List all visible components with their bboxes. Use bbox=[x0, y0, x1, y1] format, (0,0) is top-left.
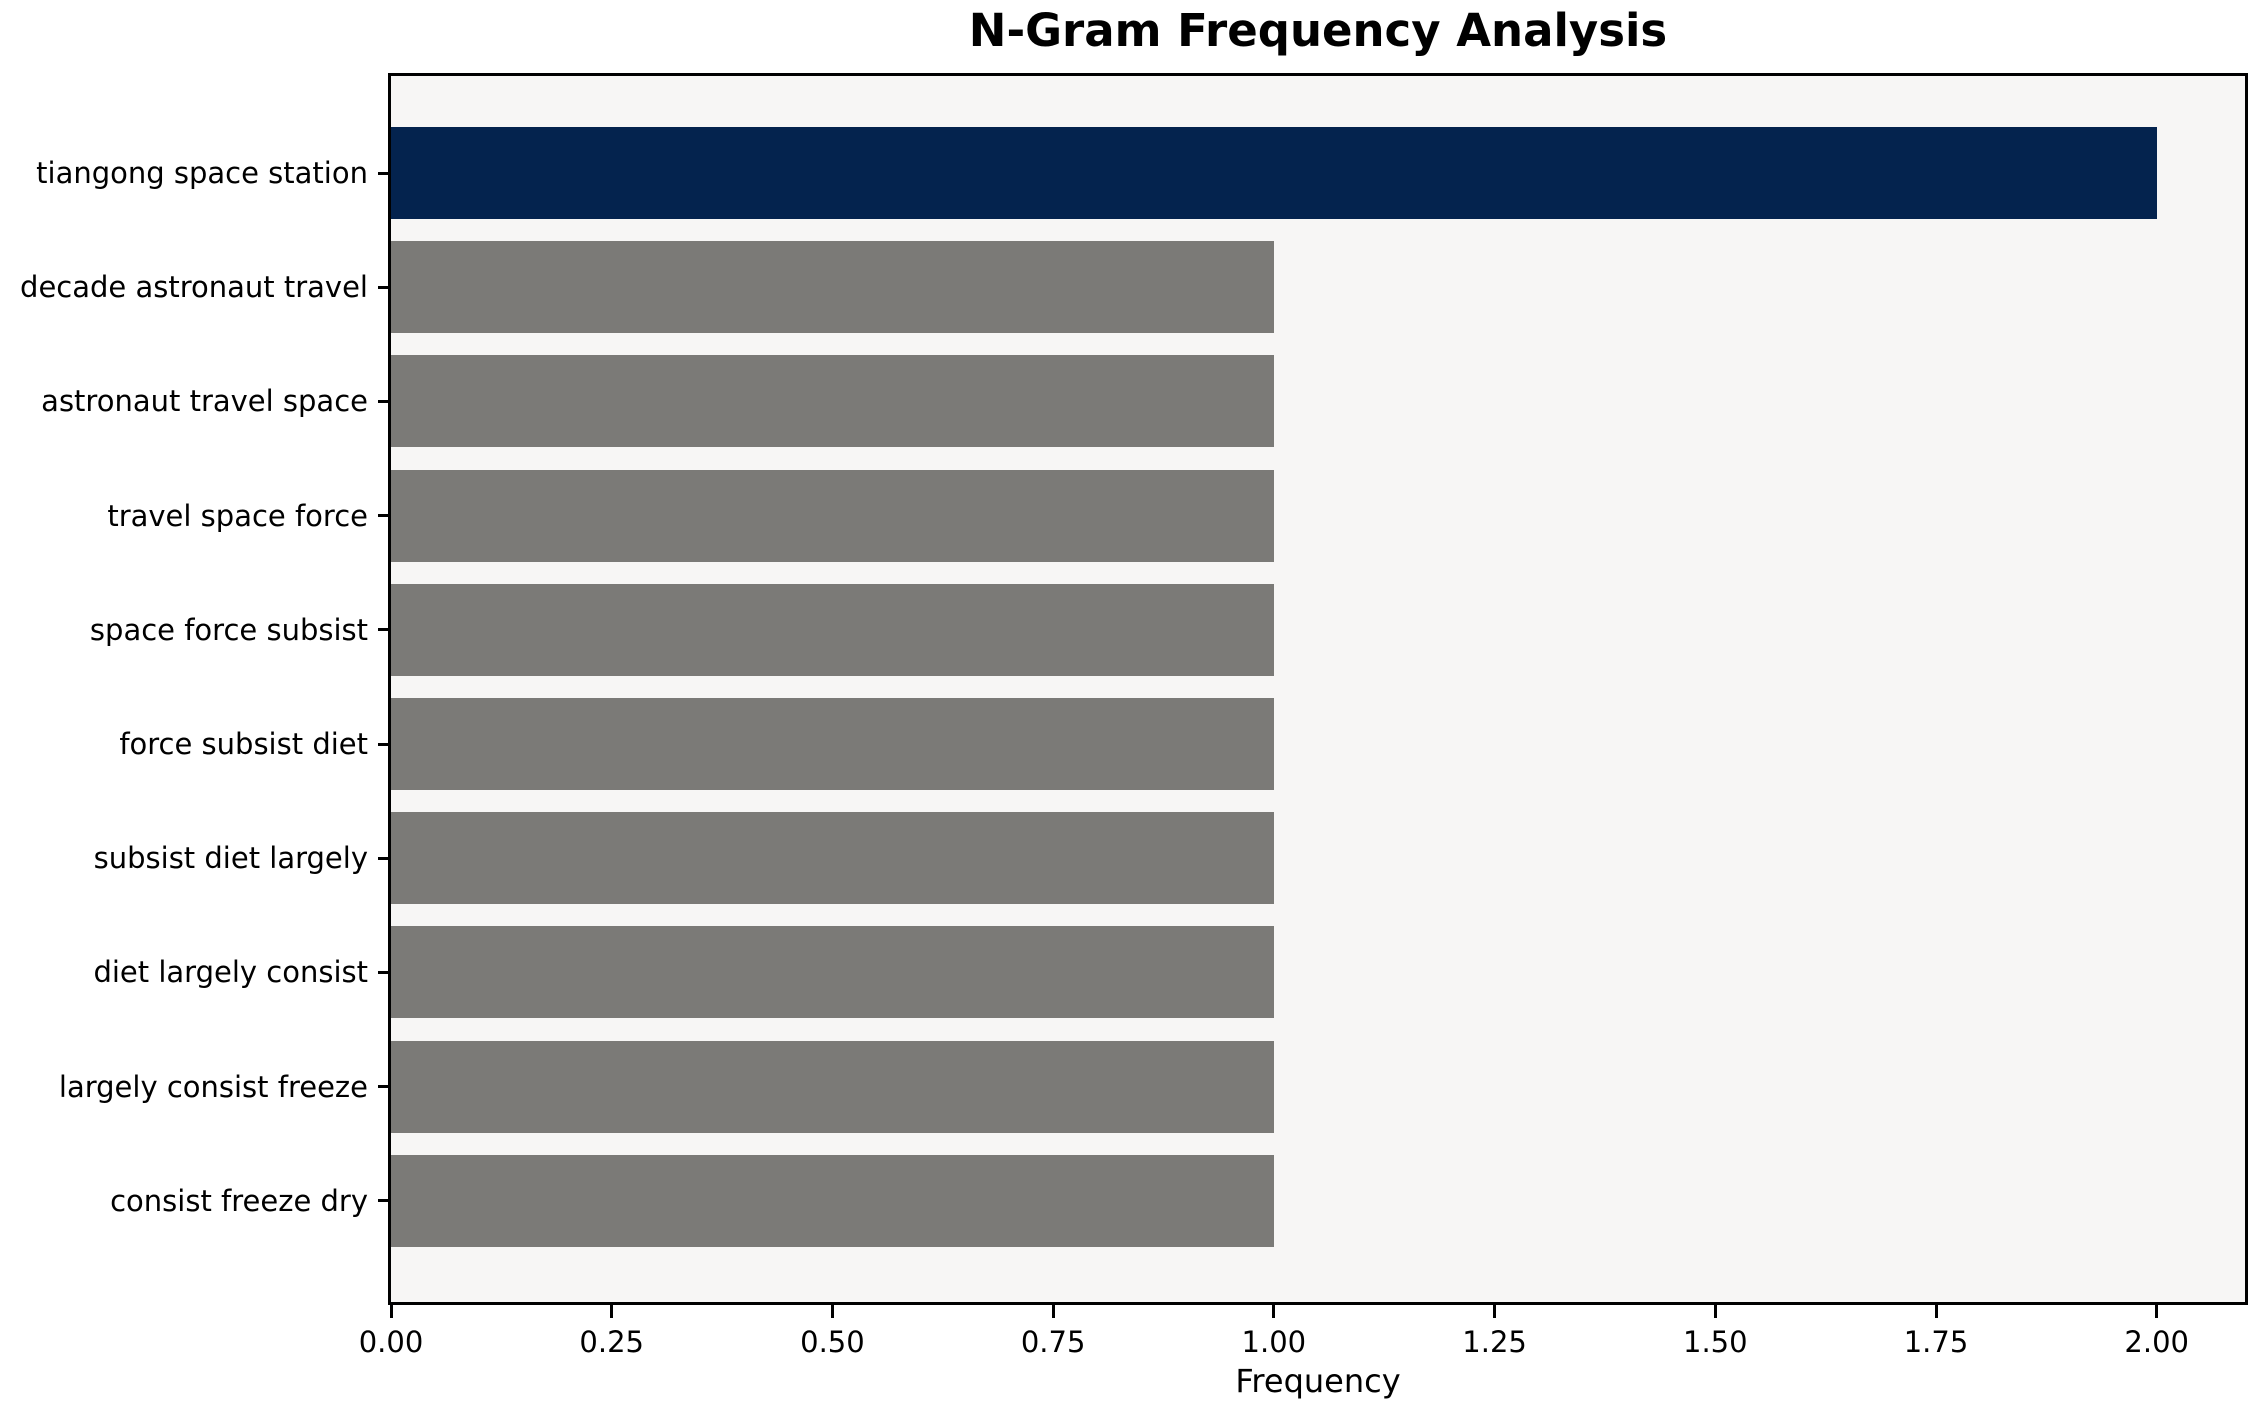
bar bbox=[391, 583, 1274, 676]
y-tick-label: astronaut travel space bbox=[41, 384, 368, 419]
plot-area bbox=[388, 73, 2248, 1305]
y-tick-mark bbox=[378, 285, 388, 289]
bar bbox=[391, 469, 1274, 562]
x-tick-label: 1.50 bbox=[1682, 1325, 1748, 1359]
x-tick-label: 1.25 bbox=[1462, 1325, 1527, 1359]
x-axis-label: Frequency bbox=[1235, 1362, 1401, 1400]
x-tick-label: 1.75 bbox=[1903, 1325, 1969, 1359]
y-tick-mark bbox=[378, 171, 388, 175]
x-tick-label: 0.00 bbox=[358, 1325, 424, 1359]
y-tick-mark bbox=[378, 514, 388, 518]
y-tick-label: consist freeze dry bbox=[110, 1183, 368, 1218]
bar bbox=[391, 355, 1274, 448]
bar bbox=[391, 1040, 1274, 1133]
x-tick-label: 0.75 bbox=[1020, 1325, 1086, 1359]
y-tick-label: space force subsist bbox=[89, 612, 368, 647]
x-tick-label: 0.50 bbox=[800, 1325, 865, 1359]
y-tick-mark bbox=[378, 856, 388, 860]
y-tick-label: travel space force bbox=[107, 498, 368, 533]
x-tick-label: 0.25 bbox=[579, 1325, 644, 1359]
y-tick-label: largely consist freeze bbox=[58, 1069, 368, 1104]
y-tick-mark bbox=[378, 1199, 388, 1203]
y-tick-label: tiangong space station bbox=[36, 156, 368, 190]
x-tick-mark bbox=[610, 1305, 614, 1318]
y-tick-mark bbox=[378, 970, 388, 974]
y-tick-label: force subsist diet bbox=[119, 727, 368, 761]
x-tick-mark bbox=[830, 1305, 834, 1318]
y-tick-label: diet largely consist bbox=[93, 955, 368, 990]
x-tick-mark bbox=[389, 1305, 393, 1318]
x-tick-label: 2.00 bbox=[2124, 1325, 2189, 1359]
bar bbox=[391, 241, 1274, 334]
x-tick-label: 1.00 bbox=[1241, 1325, 1307, 1359]
x-tick-mark bbox=[1272, 1305, 1276, 1318]
x-tick-mark bbox=[1051, 1305, 1055, 1318]
y-tick-label: subsist diet largely bbox=[93, 841, 368, 876]
chart-title: N-Gram Frequency Analysis bbox=[968, 4, 1668, 57]
bar bbox=[391, 1154, 1274, 1247]
bar bbox=[391, 812, 1274, 905]
y-tick-mark bbox=[378, 742, 388, 746]
x-tick-mark bbox=[1493, 1305, 1497, 1318]
y-tick-mark bbox=[378, 1085, 388, 1089]
x-tick-mark bbox=[1934, 1305, 1938, 1318]
bar bbox=[391, 926, 1274, 1019]
x-tick-mark bbox=[2155, 1305, 2159, 1318]
x-tick-mark bbox=[1713, 1305, 1717, 1318]
y-tick-mark bbox=[378, 399, 388, 403]
bar bbox=[391, 698, 1274, 790]
bar bbox=[391, 127, 2157, 219]
y-tick-mark bbox=[378, 628, 388, 632]
y-tick-label: decade astronaut travel bbox=[20, 270, 368, 305]
